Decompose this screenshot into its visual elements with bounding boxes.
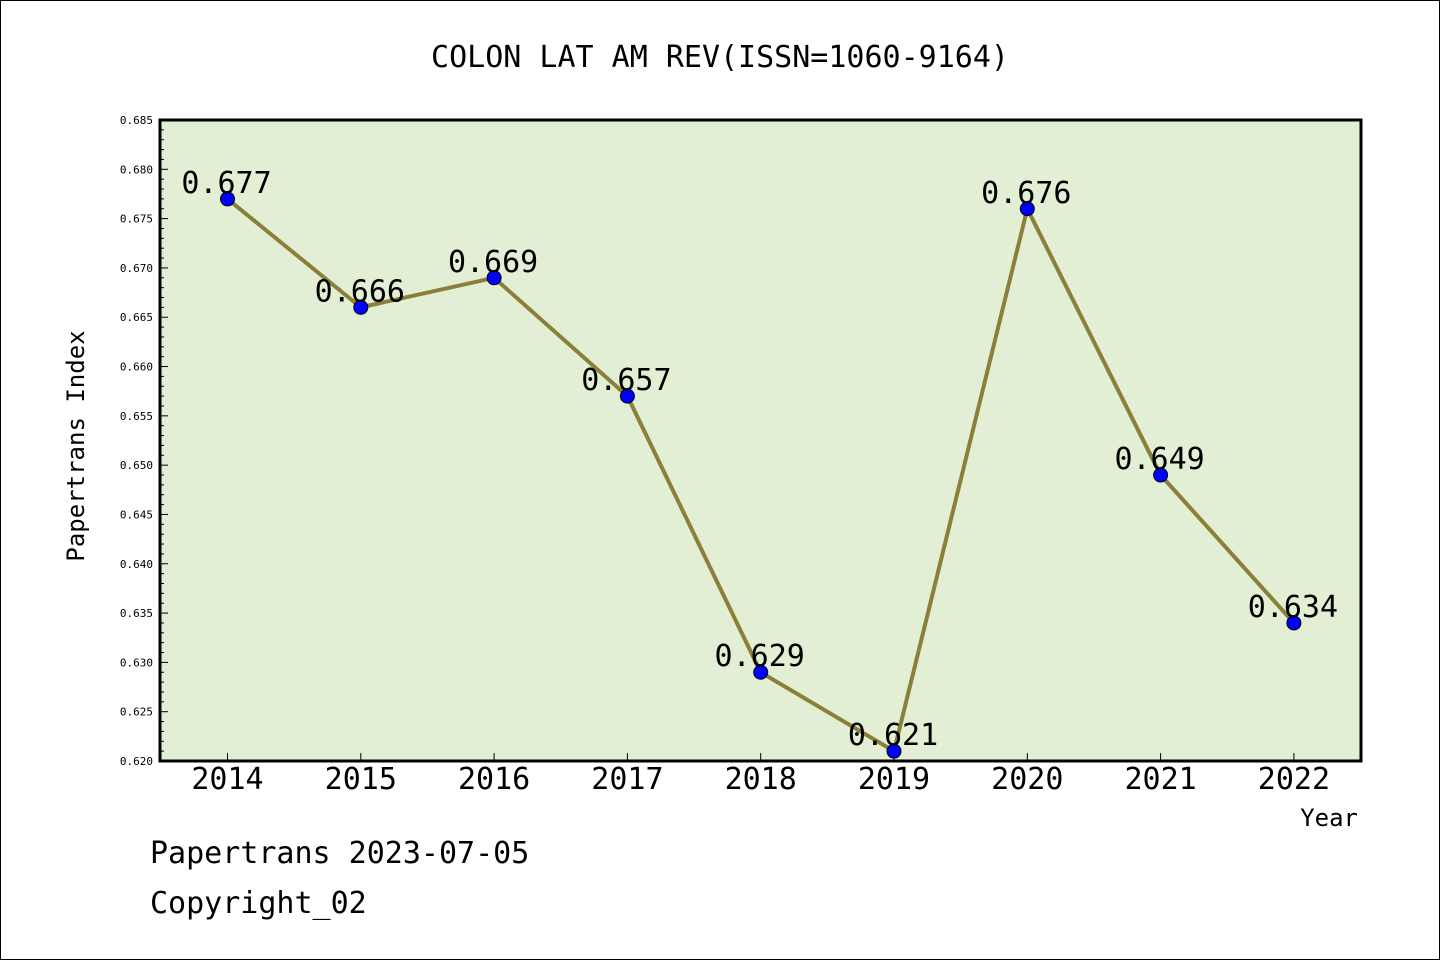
data-label-layer: 0.677 0.666 0.669 0.657 0.629 0.621 0.676 0.649… [181,166,1338,753]
y-tick-label: 0.675 [120,213,153,226]
series-layer [220,191,1302,759]
plot-area [158,118,1363,763]
data-point-marker [1019,201,1035,217]
x-tick-label: 2019 [858,762,930,797]
x-tick-label: 2021 [1124,762,1196,797]
y-tick-label: 0.680 [120,163,153,176]
x-tick-label: 2020 [991,762,1063,797]
data-point-marker [1286,615,1302,631]
x-tick-label: 2022 [1258,762,1330,797]
x-tick-label: 2015 [325,762,397,797]
x-tick-label: 2018 [725,762,797,797]
footer-date-text: Papertrans 2023-07-05 [150,836,530,871]
data-point-marker [220,191,235,207]
y-tick-label: 0.670 [120,262,153,275]
x-axis-title: Year [1300,804,1358,832]
y-tick-label: 0.635 [120,607,153,620]
y-tick-label: 0.640 [120,558,153,571]
y-tick-label: 0.620 [120,755,153,768]
x-tick-label: 2014 [191,762,263,797]
data-label: 0.621 [848,718,938,753]
x-tick-label: 2016 [458,762,530,797]
x-axis: 2014 2015 2016 2017 2018 2019 2020 2021 2022 [191,753,1330,797]
footer-copyright-text: Copyright_02 [150,886,367,921]
y-tick-label: 0.625 [120,706,153,719]
data-label: 0.657 [581,363,671,398]
chart-title: COLON LAT AM REV(ISSN=1060-9164) [431,40,1009,75]
data-label: 0.666 [315,274,405,309]
y-tick-label: 0.660 [120,361,153,374]
data-point-marker [753,664,769,680]
data-point-marker [886,743,902,759]
y-tick-label: 0.665 [120,311,153,324]
data-label: 0.649 [1114,442,1204,477]
x-tick-label: 2017 [591,762,663,797]
y-tick-label: 0.630 [120,656,153,669]
data-point-marker [353,299,369,315]
data-label: 0.676 [981,176,1071,211]
y-tick-label: 0.645 [120,508,153,521]
data-label: 0.669 [448,245,538,280]
y-tick-label: 0.655 [120,410,153,423]
data-point-marker [1153,467,1169,483]
y-axis-title: Papertrans Index [62,330,90,561]
y-tick-label: 0.650 [120,459,153,472]
y-tick-label: 0.685 [120,114,153,127]
data-label: 0.629 [715,639,805,674]
data-point-marker [486,270,502,286]
data-point-marker [619,388,635,404]
data-label: 0.634 [1248,590,1338,625]
y-axis: 0.620 0.625 0.630 0.635 0.640 0.645 0.650 0.655… [120,114,168,768]
data-label: 0.677 [181,166,271,201]
